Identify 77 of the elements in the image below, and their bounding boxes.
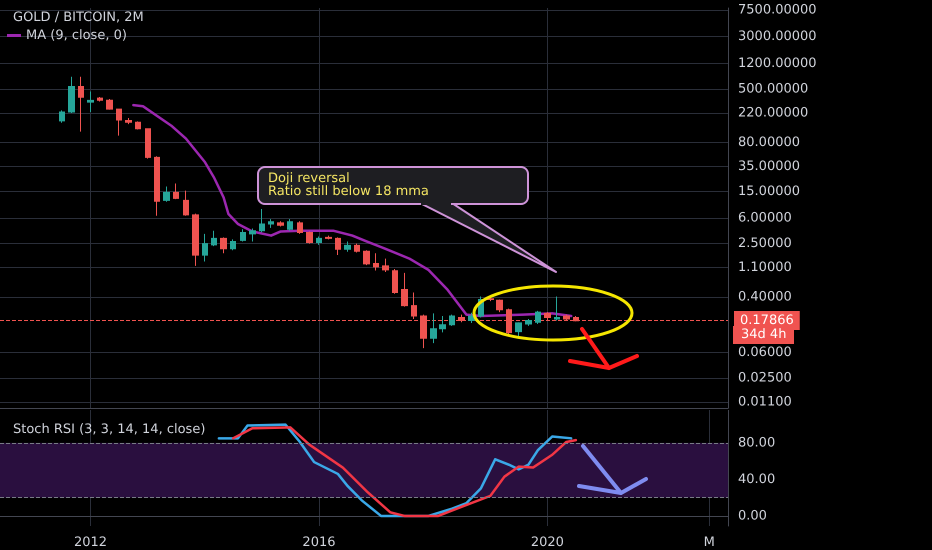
candlestick bbox=[78, 76, 84, 132]
candlestick bbox=[363, 250, 370, 266]
candlestick bbox=[240, 228, 246, 242]
candlestick bbox=[496, 298, 503, 313]
text: 34d 4h bbox=[733, 326, 794, 344]
candlestick bbox=[430, 312, 437, 344]
candlestick bbox=[145, 128, 151, 160]
candlestick bbox=[325, 235, 332, 240]
candlestick bbox=[268, 218, 274, 228]
candlestick bbox=[525, 318, 532, 326]
annotation: Doji reversal Ratio still below 18 mma bbox=[268, 171, 429, 199]
candlestick bbox=[449, 314, 455, 326]
y-tick-label: 7500.00000 bbox=[738, 2, 817, 18]
legend-label: MA (9, close, 0) bbox=[26, 28, 127, 43]
candlestick bbox=[183, 190, 189, 216]
candlestick bbox=[87, 90, 94, 113]
candlestick bbox=[68, 76, 75, 114]
line-series bbox=[132, 104, 572, 318]
x-tick-label: 2020 bbox=[530, 535, 564, 550]
candlestick bbox=[439, 316, 446, 333]
y-tick-label: 15.00000 bbox=[738, 184, 800, 199]
y-tick-label: 220.00000 bbox=[738, 105, 808, 120]
y-tick-label: 0.06000 bbox=[738, 345, 792, 360]
y-tick-label: 6.00000 bbox=[738, 210, 792, 226]
x-tick-label: M bbox=[704, 535, 715, 550]
y-tick-label: 3000.00000 bbox=[738, 29, 817, 44]
x-tick-label: 2012 bbox=[74, 535, 108, 550]
candlestick bbox=[287, 218, 293, 232]
candlestick bbox=[163, 186, 170, 202]
y-tick-label: 35.00000 bbox=[738, 159, 800, 174]
candlestick bbox=[116, 108, 122, 136]
candlestick bbox=[211, 230, 217, 247]
y-tick-label: 500.00000 bbox=[738, 81, 808, 96]
x-tick-label: 2016 bbox=[302, 535, 336, 550]
candlestick bbox=[173, 183, 179, 200]
candlestick bbox=[277, 220, 284, 228]
candlestick bbox=[411, 292, 417, 320]
candlestick bbox=[316, 236, 322, 246]
candlestick bbox=[59, 110, 65, 124]
candlestick bbox=[297, 220, 303, 234]
candlestick bbox=[335, 236, 341, 256]
candlestick bbox=[230, 238, 236, 251]
candlestick bbox=[373, 252, 379, 271]
candlestick bbox=[382, 258, 389, 272]
candlestick bbox=[306, 230, 313, 244]
y-tick-label: 0.40000 bbox=[738, 290, 792, 305]
y-tick-label: 1200.00000 bbox=[738, 56, 817, 71]
candlestick bbox=[154, 156, 160, 216]
y-tick-label: 0.02500 bbox=[738, 370, 792, 386]
candlestick bbox=[259, 208, 265, 233]
y-tick-label: 40.00 bbox=[738, 472, 776, 487]
chart-title: GOLD / BITCOIN, 2M bbox=[13, 10, 144, 25]
candlestick bbox=[125, 118, 132, 125]
candlestick bbox=[249, 228, 256, 242]
y-tick-label: 0.00 bbox=[738, 508, 767, 524]
candlestick bbox=[554, 296, 560, 322]
candlestick bbox=[135, 120, 141, 130]
speech-bubble: Doji reversal Ratio still below 18 mma bbox=[257, 166, 557, 273]
candlestick bbox=[354, 243, 360, 253]
y-tick-label: 2.50000 bbox=[738, 236, 792, 252]
candlestick bbox=[192, 213, 199, 266]
candlestick bbox=[401, 272, 408, 308]
candlestick bbox=[106, 98, 113, 110]
y-tick-label: 0.01100 bbox=[738, 394, 792, 410]
y-tick-label: 80.00 bbox=[738, 435, 776, 450]
y-tick-label: 1.10000 bbox=[738, 260, 792, 276]
y-tick-label: 80.00000 bbox=[738, 134, 800, 150]
candlestick bbox=[202, 233, 208, 262]
candlestick bbox=[97, 96, 103, 102]
candlestick bbox=[468, 312, 475, 324]
candlestick bbox=[515, 322, 522, 338]
candlestick bbox=[392, 268, 398, 294]
ref-line-label: 0.17866 bbox=[740, 313, 794, 328]
text: Stoch RSI (3, 3, 14, 14, close) bbox=[13, 422, 206, 437]
candlestick bbox=[535, 310, 541, 324]
candlestick bbox=[220, 236, 227, 254]
candlestick bbox=[344, 240, 351, 252]
